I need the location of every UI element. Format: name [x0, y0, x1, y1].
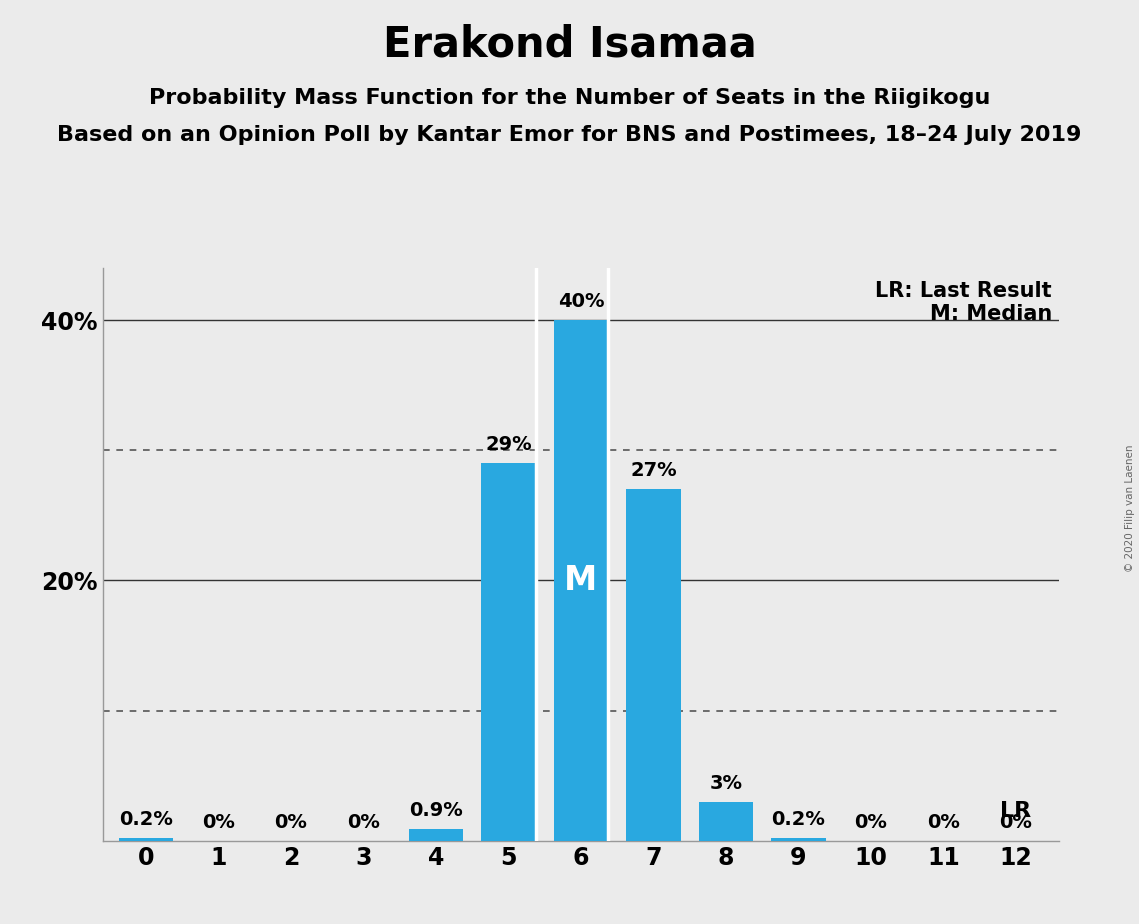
- Text: M: M: [564, 564, 598, 597]
- Text: 3%: 3%: [710, 773, 743, 793]
- Text: M: Median: M: Median: [929, 304, 1052, 324]
- Text: 40%: 40%: [558, 292, 604, 310]
- Bar: [409, 829, 464, 841]
- Text: 0%: 0%: [999, 813, 1032, 832]
- Text: 27%: 27%: [630, 461, 677, 480]
- Text: Erakond Isamaa: Erakond Isamaa: [383, 23, 756, 65]
- Text: 0%: 0%: [202, 813, 235, 832]
- Bar: [482, 463, 535, 841]
- Bar: [626, 490, 681, 841]
- Text: LR: Last Result: LR: Last Result: [876, 281, 1052, 301]
- Text: Based on an Opinion Poll by Kantar Emor for BNS and Postimees, 18–24 July 2019: Based on an Opinion Poll by Kantar Emor …: [57, 125, 1082, 145]
- Text: 0.2%: 0.2%: [120, 810, 173, 829]
- Text: Probability Mass Function for the Number of Seats in the Riigikogu: Probability Mass Function for the Number…: [149, 88, 990, 108]
- Bar: [698, 802, 753, 841]
- Text: 0%: 0%: [854, 813, 887, 832]
- Text: 0%: 0%: [274, 813, 308, 832]
- Text: 0%: 0%: [927, 813, 960, 832]
- Bar: [554, 320, 608, 841]
- Text: LR: LR: [1000, 801, 1031, 821]
- Text: © 2020 Filip van Laenen: © 2020 Filip van Laenen: [1125, 444, 1134, 572]
- Text: 0.2%: 0.2%: [771, 810, 826, 829]
- Bar: [118, 838, 173, 841]
- Bar: [771, 838, 826, 841]
- Text: 0%: 0%: [347, 813, 380, 832]
- Text: 0.9%: 0.9%: [409, 801, 462, 820]
- Text: 29%: 29%: [485, 435, 532, 455]
